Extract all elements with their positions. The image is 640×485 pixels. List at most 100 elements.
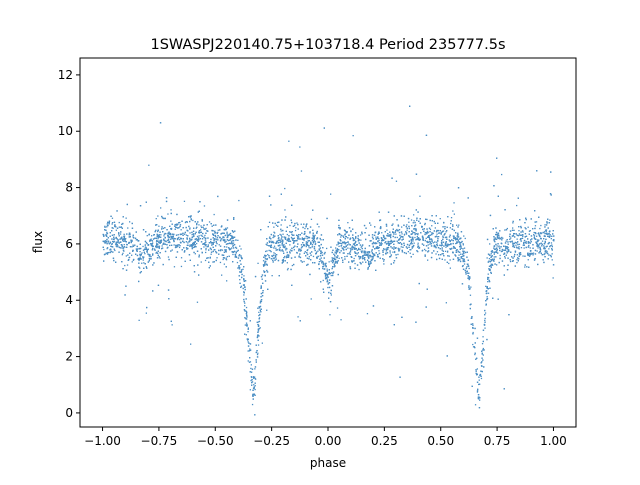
- data-point: [364, 250, 366, 252]
- data-point: [123, 235, 126, 237]
- data-point: [118, 241, 120, 243]
- data-point: [203, 228, 205, 230]
- data-point: [534, 232, 536, 234]
- data-point: [179, 239, 181, 241]
- data-point: [499, 249, 501, 252]
- data-point: [121, 238, 123, 240]
- data-point: [226, 236, 228, 239]
- data-point: [416, 250, 418, 252]
- data-point: [437, 238, 439, 240]
- data-point: [398, 249, 400, 252]
- data-point: [481, 352, 483, 354]
- data-point: [516, 254, 518, 256]
- data-point: [217, 235, 219, 237]
- data-point: [163, 243, 165, 245]
- data-point: [253, 384, 255, 386]
- data-point: [275, 242, 277, 244]
- data-point: [359, 234, 362, 236]
- data-point: [294, 245, 296, 247]
- data-point: [264, 271, 266, 273]
- data-point: [342, 261, 344, 263]
- data-point: [170, 228, 173, 230]
- data-point: [141, 262, 143, 264]
- data-point: [277, 245, 280, 247]
- data-point: [431, 225, 433, 227]
- data-point: [247, 327, 249, 329]
- data-point: [510, 241, 512, 243]
- data-point: [417, 251, 419, 253]
- data-point: [366, 251, 369, 253]
- data-point: [232, 237, 234, 240]
- data-point: [222, 236, 225, 238]
- data-point: [377, 247, 379, 249]
- data-point: [173, 266, 176, 268]
- data-point: [476, 391, 479, 393]
- data-point: [304, 231, 306, 233]
- data-point: [459, 248, 461, 250]
- data-point: [411, 230, 413, 232]
- data-point: [544, 233, 546, 235]
- data-point: [156, 240, 159, 242]
- data-point: [245, 334, 247, 336]
- data-point: [316, 251, 318, 253]
- data-point: [522, 234, 524, 236]
- data-point: [163, 242, 165, 244]
- data-point: [146, 267, 148, 269]
- data-point: [417, 244, 419, 246]
- data-point: [152, 238, 155, 240]
- data-point: [175, 226, 177, 228]
- data-point: [533, 259, 536, 261]
- data-point: [305, 241, 307, 243]
- data-point: [471, 317, 473, 319]
- data-point: [456, 237, 458, 239]
- data-point: [356, 264, 359, 266]
- data-point: [487, 277, 490, 279]
- data-point: [119, 238, 121, 240]
- data-point: [163, 238, 165, 240]
- data-point: [342, 248, 345, 250]
- data-point: [121, 236, 123, 238]
- data-point: [355, 237, 357, 239]
- data-point: [118, 232, 120, 234]
- data-point: [195, 227, 197, 229]
- data-point: [530, 235, 533, 237]
- data-point: [258, 320, 261, 322]
- data-point: [375, 246, 378, 249]
- data-point: [171, 236, 173, 239]
- data-point: [306, 236, 308, 238]
- data-point: [387, 233, 389, 235]
- data-point: [530, 253, 532, 255]
- data-point: [232, 251, 234, 253]
- data-point: [423, 230, 425, 232]
- data-point: [358, 258, 361, 260]
- data-point: [200, 261, 202, 263]
- data-point: [543, 248, 545, 250]
- data-point: [301, 238, 303, 240]
- data-point: [315, 252, 317, 254]
- data-point: [303, 244, 305, 246]
- data-point: [160, 236, 162, 238]
- data-point: [522, 244, 524, 246]
- data-point: [132, 245, 135, 247]
- data-point: [486, 298, 489, 300]
- data-point: [284, 237, 286, 239]
- data-point: [344, 258, 346, 260]
- data-point: [326, 275, 329, 277]
- data-point: [388, 235, 390, 237]
- data-point: [330, 193, 332, 195]
- data-point: [193, 265, 195, 267]
- data-point: [146, 235, 148, 237]
- data-point: [124, 264, 126, 267]
- data-point: [386, 252, 389, 254]
- data-point: [254, 414, 256, 416]
- data-point: [133, 258, 135, 261]
- data-point: [489, 269, 491, 271]
- data-point: [259, 327, 261, 329]
- data-point: [201, 238, 204, 240]
- data-point: [401, 251, 404, 253]
- data-point: [108, 220, 111, 222]
- data-point: [137, 248, 139, 250]
- data-point: [225, 240, 227, 243]
- data-point: [268, 256, 271, 259]
- data-point: [103, 234, 105, 236]
